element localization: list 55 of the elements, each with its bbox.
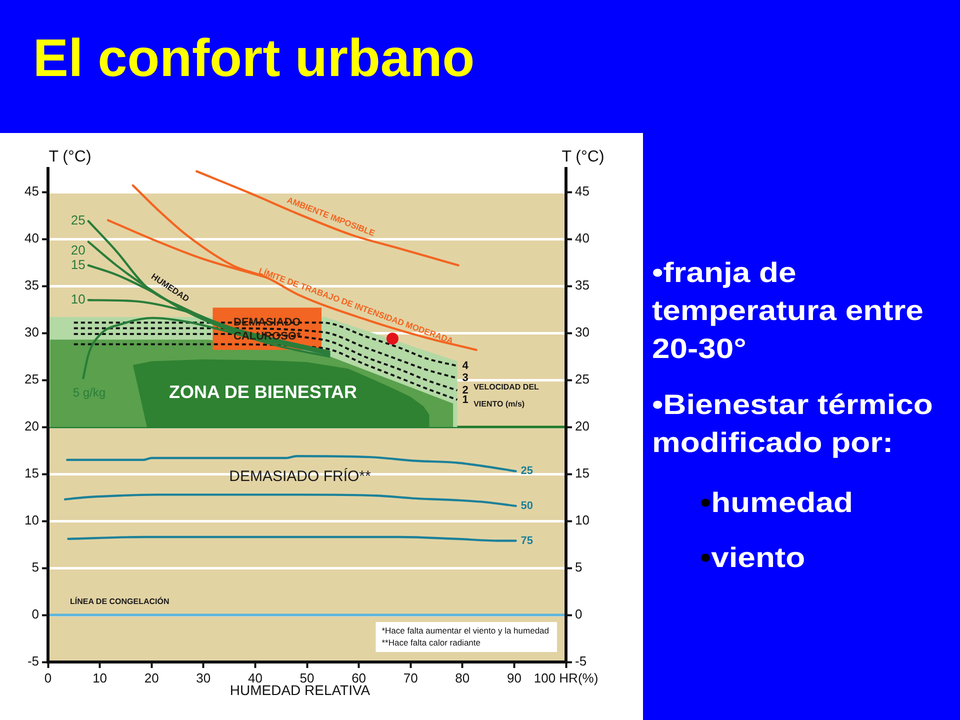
y-tick-label: 10 — [24, 512, 39, 528]
text: •viento — [700, 542, 806, 573]
ref-line-label: LÍNEA DE CONGELACIÓN — [70, 596, 170, 606]
x-tick-label: 10 — [92, 670, 108, 686]
y2-tick-label: 45 — [575, 184, 590, 199]
y2-tick-label: 30 — [575, 324, 590, 340]
y-tick-label: 25 — [24, 372, 39, 387]
y-tick-label: 15 — [24, 466, 39, 481]
x-tick-label: 20 — [144, 670, 159, 686]
y2-tick-label: 0 — [575, 606, 582, 622]
annotation: *Hace falta aumentar el viento y la humedad — [382, 625, 550, 636]
series-label: 50 — [520, 500, 534, 512]
y2-tick-label: 10 — [575, 512, 590, 528]
series-label: 3 — [462, 372, 468, 384]
y2-tick-label: -5 — [575, 654, 587, 669]
y-tick-label: 45 — [24, 184, 39, 199]
series-label: 20 — [70, 242, 86, 258]
y-tick-label: 20 — [24, 418, 39, 434]
y2-tick-label: 35 — [575, 278, 590, 293]
y2-tick-label: 5 — [575, 560, 582, 575]
x-tick-label: 100 HR(%) — [534, 670, 598, 686]
y-tick-label: 5 — [32, 560, 39, 575]
y-tick-label: -5 — [27, 654, 39, 669]
y-tick-label: 35 — [24, 278, 39, 293]
text: •franja de temperatura entre 20-30° — [652, 256, 924, 366]
series-label: 25 — [70, 212, 86, 228]
chart-title: El confort urbano — [33, 29, 475, 89]
annotation: VELOCIDAD DEL VIENTO (m/s) — [474, 382, 540, 409]
y2-tick-label: 40 — [575, 230, 590, 246]
text: •Bienestar térmico modificado por: — [652, 388, 934, 460]
series-label: 4 — [462, 360, 470, 372]
annotation: **Hace falta calor radiante — [382, 637, 481, 648]
y2-axis-title: T (°C) — [562, 148, 604, 166]
annotation: DEMASIADO FRÍO** — [229, 467, 372, 486]
y2-tick-label: 20 — [575, 418, 590, 434]
y2-tick-label: 25 — [575, 372, 590, 387]
series-label: 10 — [70, 292, 86, 307]
annotation: DEMASIADO CALUROSO* — [233, 316, 302, 342]
y-tick-label: 0 — [32, 606, 39, 622]
text: •humedad — [700, 487, 853, 518]
x-tick-label: 80 — [455, 670, 470, 686]
y2-tick-label: 15 — [575, 466, 590, 481]
y-axis-title: T (°C) — [48, 148, 92, 166]
series-label: 15 — [70, 256, 86, 272]
series-label: 1 — [462, 394, 468, 406]
y-tick-label: 40 — [24, 230, 39, 246]
annotation: ZONA DE BIENESTAR — [169, 382, 358, 402]
x-tick-label: 30 — [196, 670, 211, 686]
x-tick-label: 90 — [506, 670, 522, 686]
y-tick-label: 30 — [24, 324, 39, 340]
x-tick-label: 0 — [44, 670, 52, 686]
x-tick-label: 70 — [403, 670, 418, 686]
series-label: 75 — [520, 534, 534, 547]
series-label: 2 — [462, 384, 468, 396]
series-label: 25 — [520, 465, 534, 478]
